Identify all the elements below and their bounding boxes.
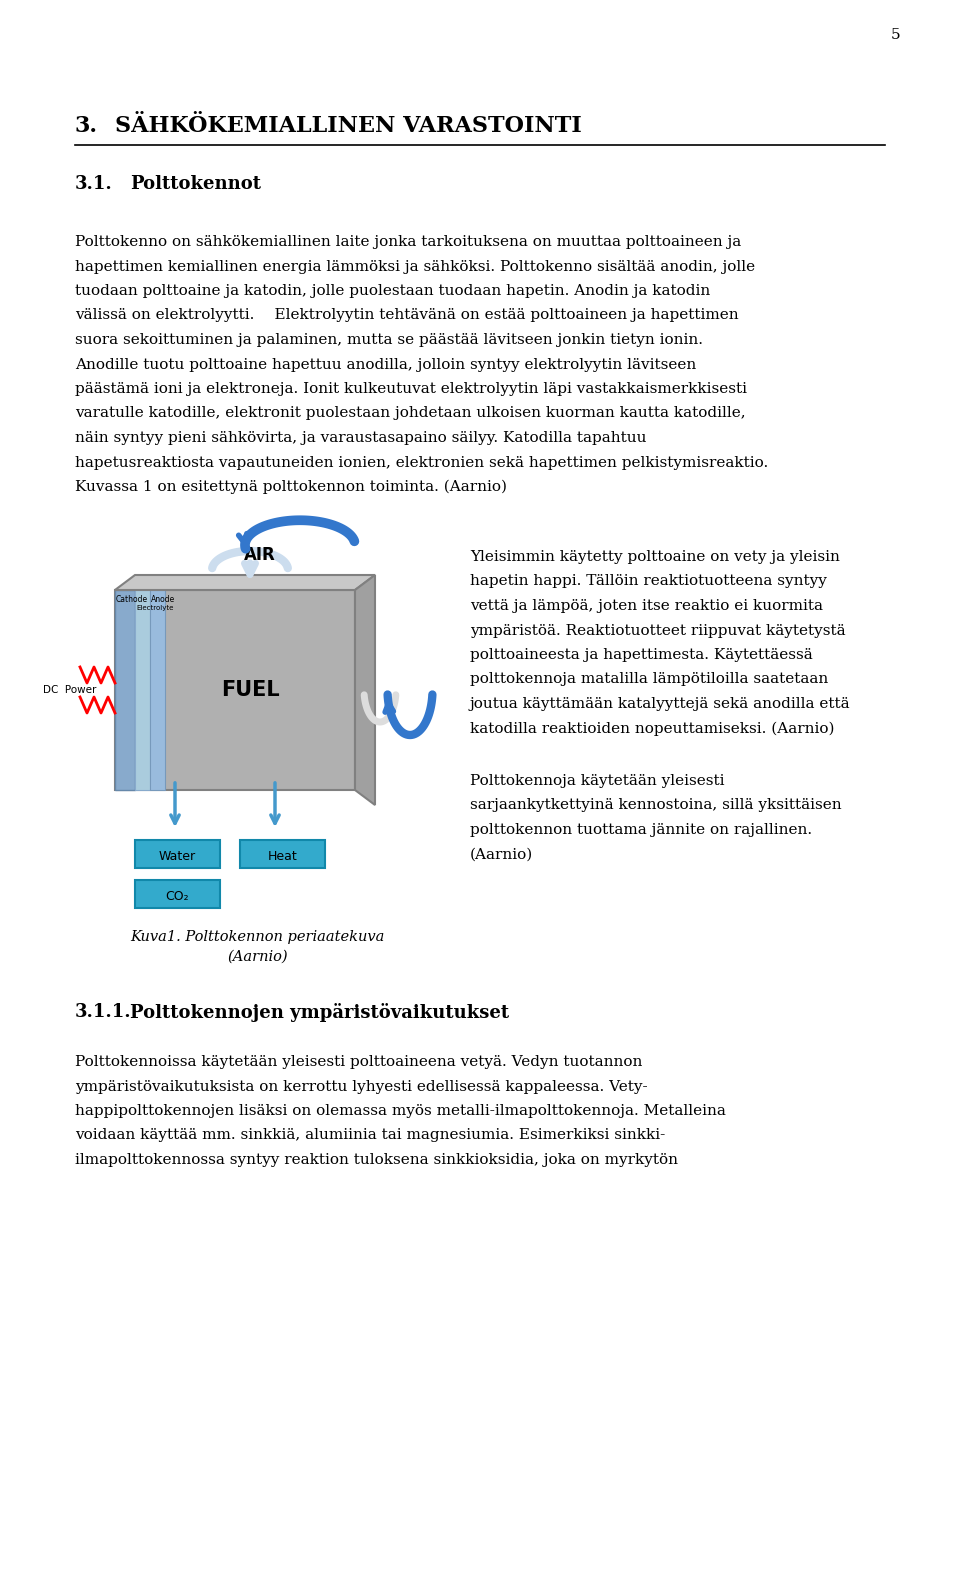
Text: Anodille tuotu polttoaine hapettuu anodilla, jolloin syntyy elektrolyytin lävits: Anodille tuotu polttoaine hapettuu anodi… (75, 357, 696, 371)
Text: välissä on elektrolyytti.  Elektrolyytin tehtävänä on estää polttoaineen ja hape: välissä on elektrolyytti. Elektrolyytin … (75, 308, 738, 322)
Text: vettä ja lämpöä, joten itse reaktio ei kuormita: vettä ja lämpöä, joten itse reaktio ei k… (470, 598, 823, 613)
Text: Polttokennot: Polttokennot (130, 175, 261, 194)
Text: CO₂: CO₂ (166, 889, 189, 903)
Text: päästämä ioni ja elektroneja. Ionit kulkeutuvat elektrolyytin läpi vastakkaismer: päästämä ioni ja elektroneja. Ionit kulk… (75, 382, 747, 397)
Text: FUEL: FUEL (221, 679, 279, 700)
Polygon shape (115, 574, 375, 590)
Text: Heat: Heat (268, 849, 298, 862)
Text: hapetin happi. Tällöin reaktiotuotteena syntyy: hapetin happi. Tällöin reaktiotuotteena … (470, 574, 827, 589)
Text: Yleisimmin käytetty polttoaine on vety ja yleisin: Yleisimmin käytetty polttoaine on vety j… (470, 551, 840, 563)
Text: polttokennon tuottama jännite on rajallinen.: polttokennon tuottama jännite on rajalli… (470, 824, 812, 836)
Text: (Aarnio): (Aarnio) (228, 951, 288, 963)
Text: (Aarnio): (Aarnio) (470, 847, 533, 862)
Text: DC  Power: DC Power (43, 686, 96, 695)
Text: Polttokennoja käytetään yleisesti: Polttokennoja käytetään yleisesti (470, 774, 725, 789)
Polygon shape (355, 574, 375, 805)
Text: ilmapolttokennossa syntyy reaktion tuloksena sinkkioksidia, joka on myrkytön: ilmapolttokennossa syntyy reaktion tulok… (75, 1154, 678, 1166)
Text: hapettimen kemiallinen energia lämmöksi ja sähköksi. Polttokenno sisältää anodin: hapettimen kemiallinen energia lämmöksi … (75, 260, 756, 273)
Text: Polttokennoissa käytetään yleisesti polttoaineena vetyä. Vedyn tuotannon: Polttokennoissa käytetään yleisesti polt… (75, 1055, 642, 1070)
Text: polttokennoja matalilla lämpötiloilla saatetaan: polttokennoja matalilla lämpötiloilla sa… (470, 673, 828, 687)
Text: Polttokenno on sähkökemiallinen laite jonka tarkoituksena on muuttaa polttoainee: Polttokenno on sähkökemiallinen laite jo… (75, 235, 741, 249)
Text: sarjaankytkettyinä kennostoina, sillä yksittäisen: sarjaankytkettyinä kennostoina, sillä yk… (470, 798, 842, 813)
Text: Kuvassa 1 on esitettynä polttokennon toiminta. (Aarnio): Kuvassa 1 on esitettynä polttokennon toi… (75, 479, 507, 495)
Bar (115, 590, 135, 790)
Text: 3.1.1.: 3.1.1. (75, 1003, 132, 1020)
Bar (135, 590, 150, 790)
Bar (150, 590, 165, 790)
Text: happipolttokennojen lisäksi on olemassa myös metalli-ilmapolttokennoja. Metallei: happipolttokennojen lisäksi on olemassa … (75, 1105, 726, 1117)
Text: ympäristöä. Reaktiotuotteet riippuvat käytetystä: ympäristöä. Reaktiotuotteet riippuvat kä… (470, 624, 846, 638)
Text: tuodaan polttoaine ja katodin, jolle puolestaan tuodaan hapetin. Anodin ja katod: tuodaan polttoaine ja katodin, jolle puo… (75, 284, 710, 298)
Bar (135, 881, 220, 908)
Text: hapetusreaktiosta vapautuneiden ionien, elektronien sekä hapettimen pelkistymisr: hapetusreaktiosta vapautuneiden ionien, … (75, 455, 768, 470)
Text: AIR: AIR (244, 546, 276, 563)
Text: Cathode: Cathode (116, 595, 148, 605)
Text: ympäristövaikutuksista on kerrottu lyhyesti edellisessä kappaleessa. Vety-: ympäristövaikutuksista on kerrottu lyhye… (75, 1079, 648, 1093)
Text: polttoaineesta ja hapettimesta. Käytettäessä: polttoaineesta ja hapettimesta. Käytettä… (470, 647, 813, 662)
Text: suora sekoittuminen ja palaminen, mutta se päästää lävitseen jonkin tietyn ionin: suora sekoittuminen ja palaminen, mutta … (75, 333, 703, 348)
Text: 3.1.: 3.1. (75, 175, 112, 194)
Bar (135, 840, 220, 868)
Text: voidaan käyttää mm. sinkkiä, alumiinia tai magnesiumia. Esimerkiksi sinkki-: voidaan käyttää mm. sinkkiä, alumiinia t… (75, 1128, 665, 1143)
Text: 3.: 3. (75, 114, 98, 136)
Text: joutua käyttämään katalyyttejä sekä anodilla että: joutua käyttämään katalyyttejä sekä anod… (470, 697, 851, 711)
Text: Anode: Anode (151, 595, 176, 605)
Text: varatulle katodille, elektronit puolestaan johdetaan ulkoisen kuorman kautta kat: varatulle katodille, elektronit puolesta… (75, 406, 746, 421)
Bar (115, 590, 355, 790)
Text: SÄHKÖKEMIALLINEN VARASTOINTI: SÄHKÖKEMIALLINEN VARASTOINTI (115, 114, 582, 136)
Bar (240, 840, 325, 868)
Text: Kuva1. Polttokennon periaatekuva: Kuva1. Polttokennon periaatekuva (131, 930, 385, 944)
Text: 5: 5 (890, 29, 900, 41)
Text: katodilla reaktioiden nopeuttamiseksi. (Aarnio): katodilla reaktioiden nopeuttamiseksi. (… (470, 722, 834, 736)
Text: Polttokennojen ympäristövaikutukset: Polttokennojen ympäristövaikutukset (130, 1003, 509, 1022)
Text: näin syntyy pieni sähkövirta, ja varaustasapaino säilyy. Katodilla tapahtuu: näin syntyy pieni sähkövirta, ja varaust… (75, 432, 646, 444)
Text: Water: Water (159, 849, 196, 862)
Text: Electrolyte: Electrolyte (136, 605, 174, 611)
